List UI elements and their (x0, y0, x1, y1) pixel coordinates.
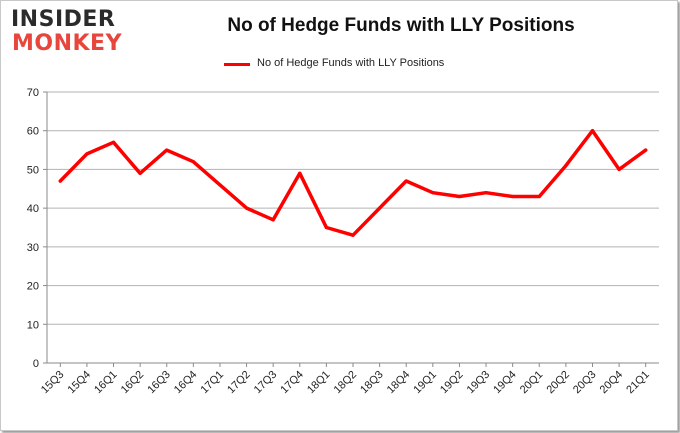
data-point-20Q2 (564, 163, 568, 168)
data-point-21Q1 (644, 148, 648, 152)
y-tick-label-0: 0 (33, 358, 39, 370)
data-point-20Q3 (590, 129, 595, 133)
insider-monkey-logo: INSIDER MONKEY (11, 7, 129, 57)
x-tick-label-19Q3: 19Q3 (465, 369, 493, 397)
y-tick-label-20: 20 (27, 281, 39, 293)
y-tick-label-50: 50 (27, 164, 39, 176)
x-tick-label-15Q4: 15Q4 (66, 369, 94, 397)
y-tick-label-10: 10 (27, 319, 39, 331)
logo-line-1: INSIDER (11, 7, 116, 32)
x-tick-label-18Q3: 18Q3 (358, 369, 386, 397)
x-tick-label-16Q3: 16Q3 (145, 369, 173, 397)
x-tick-label-17Q2: 17Q2 (225, 369, 253, 397)
x-tick-label-20Q4: 20Q4 (598, 369, 626, 397)
x-tick-label-19Q2: 19Q2 (438, 369, 466, 397)
data-point-18Q3 (378, 206, 382, 210)
data-point-19Q2 (457, 194, 462, 199)
data-point-19Q4 (511, 194, 515, 199)
data-point-19Q1 (431, 191, 435, 195)
x-tick-label-16Q4: 16Q4 (172, 369, 200, 397)
x-tick-label-19Q4: 19Q4 (491, 369, 519, 397)
x-tick-label-15Q3: 15Q3 (39, 369, 67, 397)
data-point-16Q3 (165, 148, 169, 152)
data-point-17Q1 (218, 183, 222, 187)
data-point-17Q2 (244, 206, 249, 210)
y-tick-label-40: 40 (27, 203, 39, 215)
y-tick-label-60: 60 (27, 126, 39, 138)
y-tick-label-70: 70 (27, 87, 39, 99)
data-point-20Q4 (617, 167, 621, 172)
data-point-16Q4 (191, 160, 195, 164)
x-tick-label-17Q3: 17Q3 (252, 369, 280, 397)
data-point-15Q4 (85, 152, 89, 156)
data-point-20Q1 (537, 194, 541, 199)
data-point-16Q1 (111, 140, 116, 144)
legend-label: No of Hedge Funds with LLY Positions (257, 57, 445, 69)
y-tick-label-30: 30 (27, 242, 39, 254)
x-tick-label-18Q1: 18Q1 (305, 369, 333, 397)
x-tick-label-18Q2: 18Q2 (332, 369, 360, 397)
logo-line-2: MONKEY (12, 31, 123, 56)
x-tick-label-17Q4: 17Q4 (278, 369, 306, 397)
x-tick-label-20Q2: 20Q2 (544, 369, 572, 397)
legend-swatch (224, 63, 250, 66)
x-tick-label-16Q2: 16Q2 (119, 369, 147, 397)
data-point-15Q3 (58, 179, 62, 183)
x-tick-label-16Q1: 16Q1 (92, 369, 120, 397)
x-tick-label-17Q1: 17Q1 (199, 369, 227, 397)
data-point-16Q2 (138, 171, 142, 175)
data-point-18Q2 (351, 233, 355, 237)
data-point-17Q3 (271, 218, 275, 222)
x-tick-label-20Q1: 20Q1 (518, 369, 546, 397)
x-tick-label-21Q1: 21Q1 (624, 369, 652, 397)
chart-title: No of Hedge Funds with LLY Positions (227, 15, 575, 36)
x-tick-label-18Q4: 18Q4 (385, 369, 413, 397)
series-line-0 (58, 128, 648, 237)
chart-legend: No of Hedge Funds with LLY Positions (201, 55, 531, 73)
data-point-19Q3 (484, 191, 488, 195)
x-tick-label-20Q3: 20Q3 (571, 369, 599, 397)
data-point-17Q4 (298, 171, 302, 175)
data-point-18Q4 (404, 179, 408, 183)
x-tick-label-19Q1: 19Q1 (411, 369, 439, 397)
data-point-18Q1 (324, 225, 328, 230)
